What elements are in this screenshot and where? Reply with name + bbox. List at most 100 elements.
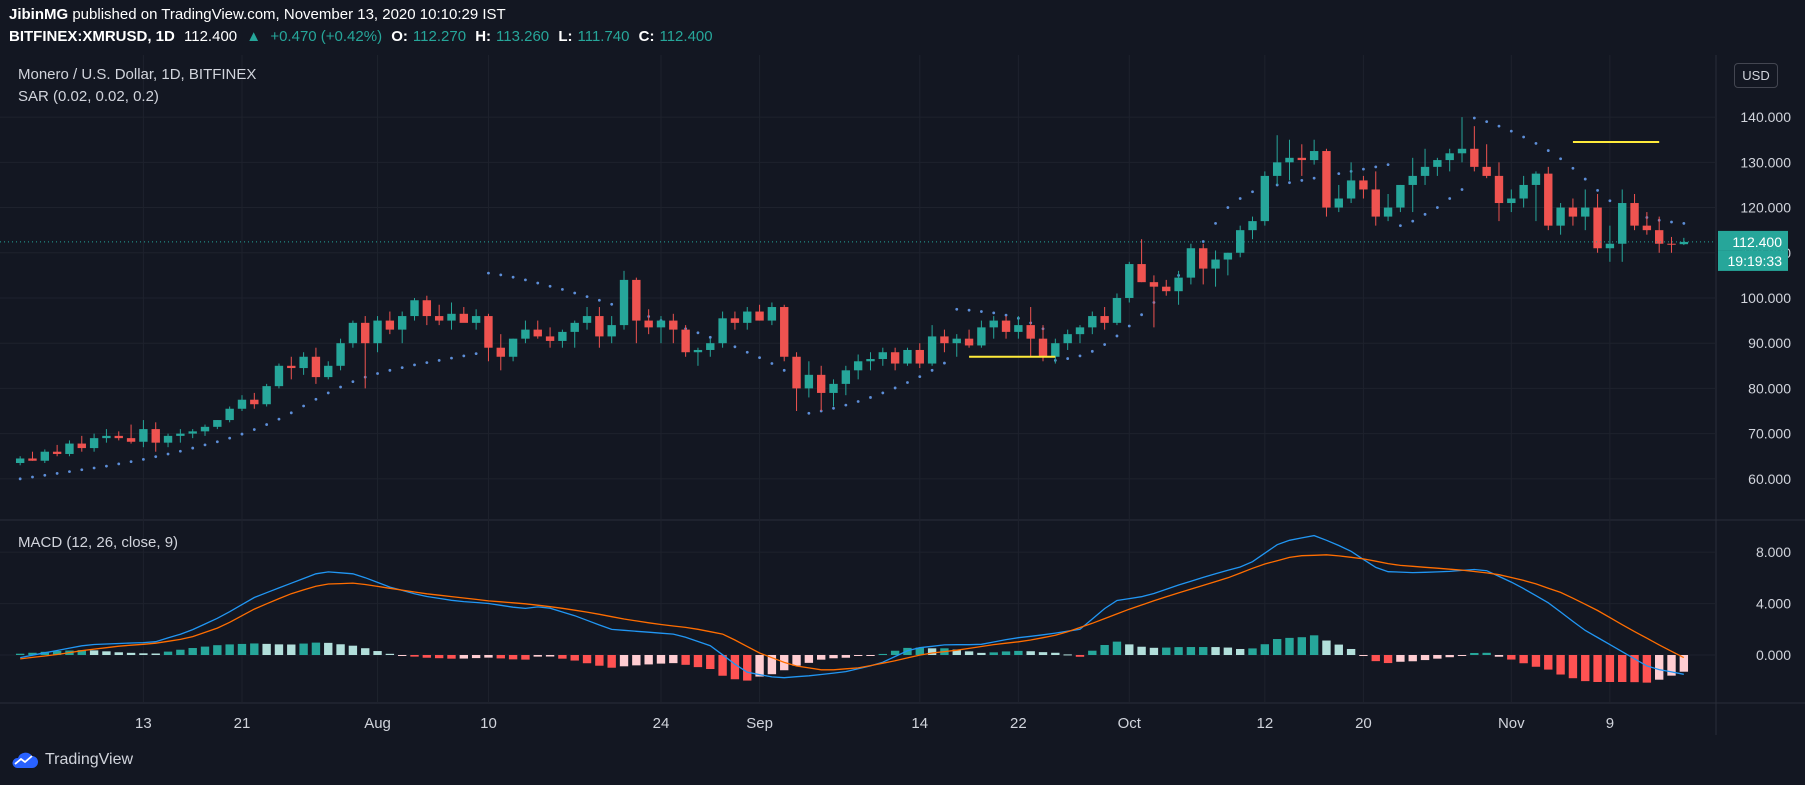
histogram-bar: [28, 652, 37, 655]
sar-dot: [893, 386, 897, 390]
candle-body: [1531, 173, 1541, 185]
histogram-bar: [964, 651, 974, 655]
histogram-bar: [1272, 639, 1282, 655]
candle-body: [1001, 320, 1011, 332]
sar-dot: [1103, 343, 1107, 346]
histogram-bar: [1581, 655, 1590, 682]
histogram-bar: [1322, 640, 1331, 655]
published-text: published on TradingView.com, November 1…: [72, 6, 506, 23]
sar-dot: [92, 466, 96, 470]
histogram-bar: [878, 653, 887, 655]
histogram-bar: [373, 651, 382, 655]
sar-dot: [450, 356, 453, 360]
histogram-bar: [706, 655, 715, 670]
tradingview-logo[interactable]: TradingView: [9, 750, 133, 770]
histogram-bar: [1346, 648, 1356, 655]
sar-dot: [154, 455, 158, 459]
chart-title[interactable]: Monero / U.S. Dollar, 1D, BITFINEX: [18, 66, 257, 83]
symbol[interactable]: BITFINEX:XMRUSD, 1D: [9, 28, 175, 45]
drawings[interactable]: [0, 140, 1805, 358]
candle-body: [1137, 264, 1146, 283]
sar-dot: [68, 470, 71, 473]
sar-dot: [1670, 220, 1673, 224]
histogram-bar: [743, 655, 752, 681]
candle-body: [1174, 277, 1183, 292]
price-axis[interactable]: 140.000130.000120.000110.000100.00090.00…: [1740, 109, 1791, 487]
candle-body: [1593, 207, 1602, 249]
sar-dot: [585, 295, 589, 299]
candle-body: [336, 343, 345, 366]
candle-body: [656, 320, 666, 328]
sar-dot: [1423, 212, 1427, 216]
candle-body: [1272, 162, 1282, 176]
sar-dot: [437, 358, 441, 362]
candle-body: [28, 458, 37, 461]
candle-body: [225, 408, 234, 421]
histogram-bar: [361, 648, 370, 655]
candle-body: [1149, 282, 1159, 287]
sar-dot: [400, 366, 404, 370]
candle-body: [1519, 184, 1528, 199]
publisher-name[interactable]: JibinMG: [9, 6, 69, 23]
sar-dot: [166, 452, 170, 456]
candle-body: [1346, 180, 1356, 199]
histogram-bar: [163, 651, 173, 655]
sar-dot: [252, 428, 256, 431]
time-tick-label: 14: [911, 715, 928, 732]
candle-body: [743, 311, 752, 323]
candle-body: [1125, 264, 1134, 298]
macd-axis[interactable]: 8.000 4.000 0.000: [1756, 544, 1791, 663]
time-axis[interactable]: 13 21 Aug 10 24 Sep 14 22 Oct 12 20 Nov 9: [135, 715, 1614, 732]
sar-legend[interactable]: SAR (0.02, 0.02, 0.2): [18, 88, 159, 105]
histogram-bar: [484, 655, 493, 658]
candle-body: [1038, 338, 1048, 357]
candle-body: [632, 279, 641, 321]
candle-body: [1507, 198, 1516, 204]
candle-body: [361, 322, 370, 344]
histogram-bar: [755, 655, 764, 677]
candle-body: [434, 316, 444, 321]
sar-dot: [388, 368, 392, 372]
candle-body: [878, 352, 887, 360]
sar-dot: [573, 291, 577, 295]
candle-body: [1445, 153, 1454, 161]
candle-body: [1285, 157, 1294, 163]
candle-body: [1075, 327, 1085, 335]
candle-body: [1457, 148, 1467, 154]
candle-body: [1556, 207, 1565, 226]
candles[interactable]: [15, 117, 1689, 466]
histogram-bar: [1309, 635, 1319, 655]
histogram-bar: [213, 645, 222, 655]
candle-body: [274, 365, 284, 387]
sar-dot: [1682, 221, 1686, 225]
histogram-bar: [1112, 641, 1122, 655]
candle-body: [1494, 175, 1504, 204]
candle-body: [139, 429, 148, 442]
histogram-bar: [200, 646, 210, 655]
sar-dot: [1571, 166, 1575, 170]
sar-dot: [351, 380, 355, 384]
histogram-bar: [1063, 654, 1072, 656]
currency-button[interactable]: USD: [1734, 63, 1778, 88]
macd-tick-label: 4.000: [1756, 596, 1791, 612]
candle-body: [1605, 243, 1615, 249]
macd-legend[interactable]: MACD (12, 26, close, 9): [18, 534, 179, 551]
candle-body: [1260, 175, 1270, 222]
histogram-bar: [1260, 644, 1270, 655]
histogram-bar: [1630, 655, 1639, 683]
histogram-bar: [656, 655, 666, 664]
sar-dot: [31, 475, 34, 479]
histogram-bar: [237, 643, 247, 655]
price-tick-label: 70.000: [1748, 426, 1791, 442]
candle-body: [398, 316, 407, 330]
histogram-bar: [1470, 652, 1479, 655]
histogram-bar: [804, 655, 814, 663]
histogram-bar: [1001, 651, 1011, 655]
sar-dot: [289, 411, 293, 415]
sar-dot: [18, 477, 22, 481]
candle-body: [459, 313, 468, 323]
symbol-line: BITFINEX:XMRUSD, 1D 112.400 ▲ +0.470 (+0…: [9, 28, 718, 45]
sar-dot: [745, 350, 749, 354]
histogram-bar: [15, 653, 25, 655]
